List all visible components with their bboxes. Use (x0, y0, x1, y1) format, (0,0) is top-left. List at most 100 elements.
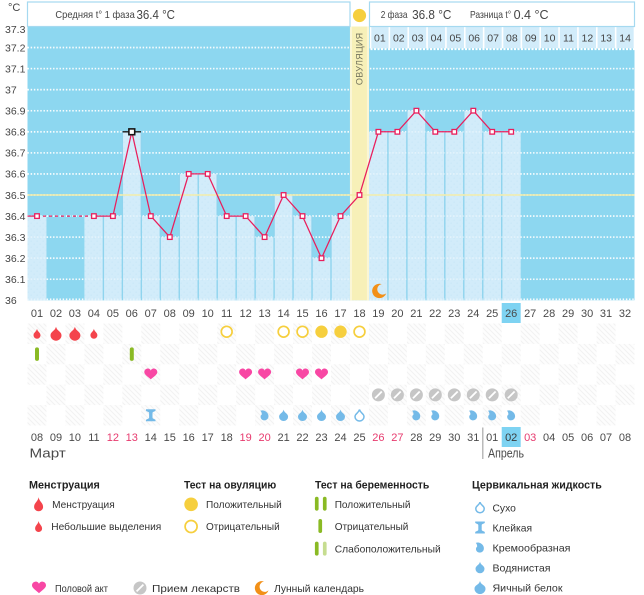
svg-text:37.3: 37.3 (5, 24, 26, 36)
svg-text:36.8 °C: 36.8 °C (412, 7, 451, 22)
svg-text:19: 19 (372, 308, 384, 320)
svg-text:24: 24 (467, 308, 479, 320)
svg-text:30: 30 (448, 432, 460, 444)
svg-text:37: 37 (5, 85, 17, 97)
svg-text:11: 11 (221, 308, 232, 320)
svg-text:Отрицательный: Отрицательный (206, 522, 280, 533)
svg-text:01: 01 (374, 33, 386, 45)
svg-text:Апрель: Апрель (488, 447, 524, 461)
svg-text:25: 25 (353, 432, 365, 444)
svg-text:18: 18 (353, 308, 365, 320)
svg-text:24: 24 (334, 432, 346, 444)
svg-text:02: 02 (50, 308, 62, 320)
svg-text:Разница t°: Разница t° (470, 9, 511, 21)
svg-text:25: 25 (486, 308, 498, 320)
svg-text:08: 08 (619, 432, 631, 444)
svg-text:04: 04 (543, 432, 555, 444)
svg-text:07: 07 (145, 308, 157, 320)
svg-text:37.1: 37.1 (5, 63, 26, 75)
svg-text:ОВУЛЯЦИЯ: ОВУЛЯЦИЯ (355, 33, 365, 86)
svg-text:20: 20 (258, 432, 270, 444)
svg-text:26: 26 (505, 308, 517, 320)
svg-text:16: 16 (183, 432, 195, 444)
svg-text:27: 27 (524, 308, 536, 320)
svg-text:18: 18 (221, 432, 233, 444)
svg-text:05: 05 (450, 33, 462, 45)
svg-text:36.8: 36.8 (5, 127, 26, 139)
svg-text:Менструация: Менструация (52, 500, 115, 511)
svg-text:03: 03 (524, 432, 536, 444)
svg-text:15: 15 (164, 432, 176, 444)
svg-text:Прием лекарств: Прием лекарств (152, 584, 241, 595)
svg-text:22: 22 (296, 432, 308, 444)
svg-text:36.2: 36.2 (5, 253, 26, 265)
svg-text:36.3: 36.3 (5, 232, 26, 244)
svg-text:29: 29 (429, 432, 441, 444)
svg-text:32: 32 (619, 308, 631, 320)
svg-text:23: 23 (315, 432, 327, 444)
svg-text:29: 29 (562, 308, 574, 320)
svg-text:Цервикальная жидкость: Цервикальная жидкость (472, 479, 602, 491)
svg-text:Март: Март (30, 447, 67, 461)
svg-text:09: 09 (50, 432, 62, 444)
svg-text:Отрицательный: Отрицательный (335, 522, 409, 533)
svg-text:Положительный: Положительный (206, 500, 282, 511)
svg-text:06: 06 (468, 33, 480, 45)
svg-text:10: 10 (544, 33, 556, 45)
svg-text:Лунный календарь: Лунный календарь (274, 584, 364, 595)
svg-text:19: 19 (239, 432, 251, 444)
svg-text:36.4: 36.4 (5, 211, 26, 223)
svg-text:02: 02 (505, 432, 517, 444)
svg-text:10: 10 (69, 432, 81, 444)
svg-text:36.5: 36.5 (5, 190, 26, 202)
svg-text:17: 17 (202, 432, 214, 444)
svg-text:11: 11 (88, 432, 99, 444)
svg-text:14: 14 (619, 33, 631, 45)
svg-text:Водянистая: Водянистая (493, 563, 551, 574)
svg-text:23: 23 (448, 308, 460, 320)
svg-text:27: 27 (391, 432, 403, 444)
svg-text:14: 14 (145, 432, 157, 444)
svg-text:°C: °C (8, 2, 20, 14)
svg-text:21: 21 (277, 432, 289, 444)
svg-text:14: 14 (277, 308, 289, 320)
svg-text:08: 08 (506, 33, 518, 45)
svg-text:01: 01 (31, 308, 43, 320)
svg-text:Положительный: Положительный (335, 500, 411, 511)
svg-text:31: 31 (600, 308, 612, 320)
svg-text:36.4 °C: 36.4 °C (137, 7, 176, 22)
svg-text:Менструация: Менструация (29, 479, 100, 491)
svg-text:31: 31 (467, 432, 479, 444)
svg-text:28: 28 (543, 308, 555, 320)
svg-text:09: 09 (525, 33, 537, 45)
svg-text:08: 08 (164, 308, 176, 320)
svg-text:36: 36 (5, 295, 17, 307)
svg-text:26: 26 (372, 432, 384, 444)
svg-text:30: 30 (581, 308, 593, 320)
svg-text:12: 12 (239, 308, 251, 320)
svg-text:06: 06 (581, 432, 593, 444)
svg-text:0.4 °C: 0.4 °C (514, 7, 549, 22)
svg-text:36.1: 36.1 (5, 274, 26, 286)
svg-text:04: 04 (431, 33, 443, 45)
svg-text:22: 22 (429, 308, 441, 320)
svg-text:20: 20 (391, 308, 403, 320)
svg-text:05: 05 (107, 308, 119, 320)
svg-text:Тест на овуляцию: Тест на овуляцию (184, 479, 276, 491)
svg-text:04: 04 (88, 308, 100, 320)
svg-text:01: 01 (486, 432, 498, 444)
svg-text:13: 13 (600, 33, 612, 45)
svg-text:36.6: 36.6 (5, 169, 26, 181)
svg-text:07: 07 (600, 432, 612, 444)
svg-text:03: 03 (69, 308, 81, 320)
svg-text:11: 11 (563, 33, 574, 45)
svg-text:15: 15 (296, 308, 308, 320)
svg-text:28: 28 (410, 432, 422, 444)
svg-text:Средняя t° 1 фаза: Средняя t° 1 фаза (55, 9, 135, 21)
svg-text:21: 21 (410, 308, 422, 320)
svg-text:13: 13 (126, 432, 138, 444)
svg-text:06: 06 (126, 308, 138, 320)
svg-text:Клейкая: Клейкая (493, 523, 533, 534)
svg-text:36.7: 36.7 (5, 148, 26, 160)
svg-text:Тест на беременность: Тест на беременность (315, 479, 430, 491)
